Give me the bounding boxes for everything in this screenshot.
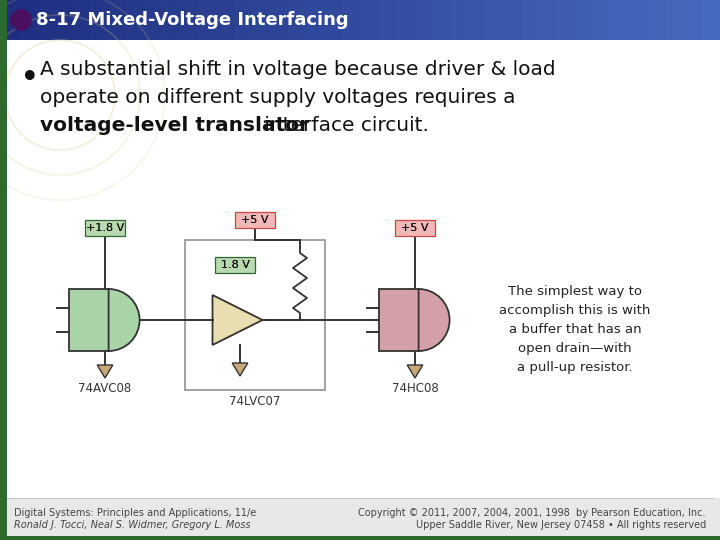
Bar	[108, 0, 127, 40]
Text: operate on different supply voltages requires a: operate on different supply voltages req…	[40, 88, 516, 107]
Text: Digital Systems: Principles and Applications, 11/e: Digital Systems: Principles and Applicat…	[14, 508, 256, 518]
Bar	[126, 0, 145, 40]
FancyBboxPatch shape	[85, 220, 125, 236]
Bar	[36, 0, 55, 40]
Bar	[0, 536, 720, 540]
Text: +1.8 V: +1.8 V	[86, 223, 124, 233]
Bar	[234, 0, 253, 40]
Wedge shape	[418, 289, 449, 351]
Text: +1.8 V: +1.8 V	[86, 223, 124, 233]
Bar	[576, 0, 595, 40]
Bar	[468, 0, 487, 40]
FancyBboxPatch shape	[215, 257, 255, 273]
Text: accomplish this is with: accomplish this is with	[499, 304, 651, 317]
Bar	[7, 40, 720, 498]
Text: +5 V: +5 V	[241, 215, 269, 225]
Text: a buffer that has an: a buffer that has an	[509, 323, 642, 336]
Bar	[69, 289, 109, 351]
Bar	[252, 0, 271, 40]
Bar	[270, 0, 289, 40]
Bar	[198, 0, 217, 40]
Bar	[504, 0, 523, 40]
Text: 1.8 V: 1.8 V	[220, 260, 249, 270]
Polygon shape	[212, 295, 263, 345]
Text: Ronald J. Tocci, Neal S. Widmer, Gregory L. Moss: Ronald J. Tocci, Neal S. Widmer, Gregory…	[14, 520, 251, 530]
Bar	[162, 0, 181, 40]
Bar	[378, 0, 397, 40]
Bar	[342, 0, 361, 40]
Text: Upper Saddle River, New Jersey 07458 • All rights reserved: Upper Saddle River, New Jersey 07458 • A…	[415, 520, 706, 530]
Bar	[324, 0, 343, 40]
Bar	[379, 289, 418, 351]
Polygon shape	[408, 365, 423, 378]
Bar	[522, 0, 541, 40]
Text: +5 V: +5 V	[401, 223, 428, 233]
Circle shape	[11, 10, 31, 30]
Bar	[288, 0, 307, 40]
Bar	[18, 0, 37, 40]
Text: a pull-up resistor.: a pull-up resistor.	[517, 361, 633, 374]
Bar	[684, 0, 703, 40]
Bar	[396, 0, 415, 40]
Bar	[648, 0, 667, 40]
Text: 74LVC07: 74LVC07	[229, 395, 281, 408]
Text: 74HC08: 74HC08	[392, 382, 438, 395]
Bar	[702, 0, 720, 40]
Bar	[185, 240, 325, 390]
Bar	[594, 0, 613, 40]
Text: interface circuit.: interface circuit.	[258, 116, 429, 135]
Text: The simplest way to: The simplest way to	[508, 285, 642, 298]
Bar	[144, 0, 163, 40]
Bar	[450, 0, 469, 40]
Text: +5 V: +5 V	[241, 215, 269, 225]
Text: 8-17 Mixed-Voltage Interfacing: 8-17 Mixed-Voltage Interfacing	[36, 11, 348, 29]
Bar	[216, 0, 235, 40]
Bar	[360, 0, 379, 40]
Bar	[486, 0, 505, 40]
Bar	[432, 0, 451, 40]
Bar	[0, 0, 19, 40]
Bar	[612, 0, 631, 40]
Wedge shape	[109, 289, 140, 351]
Bar	[0, 0, 7, 540]
Bar	[90, 0, 109, 40]
Bar	[666, 0, 685, 40]
Text: A substantial shift in voltage because driver & load: A substantial shift in voltage because d…	[40, 60, 556, 79]
Polygon shape	[232, 363, 248, 376]
Bar	[630, 0, 649, 40]
Bar	[414, 0, 433, 40]
FancyBboxPatch shape	[395, 220, 435, 236]
Polygon shape	[97, 365, 113, 378]
Text: +5 V: +5 V	[401, 223, 428, 233]
Text: Copyright © 2011, 2007, 2004, 2001, 1998  by Pearson Education, Inc.: Copyright © 2011, 2007, 2004, 2001, 1998…	[359, 508, 706, 518]
Bar	[180, 0, 199, 40]
Bar	[72, 0, 91, 40]
Bar	[540, 0, 559, 40]
Bar	[558, 0, 577, 40]
Text: open drain—with: open drain—with	[518, 342, 632, 355]
Text: 1.8 V: 1.8 V	[220, 260, 249, 270]
FancyBboxPatch shape	[235, 212, 275, 228]
Text: •: •	[20, 62, 40, 95]
Text: 74AVC08: 74AVC08	[78, 382, 132, 395]
Bar	[306, 0, 325, 40]
Text: voltage-level translator: voltage-level translator	[40, 116, 309, 135]
Bar	[54, 0, 73, 40]
